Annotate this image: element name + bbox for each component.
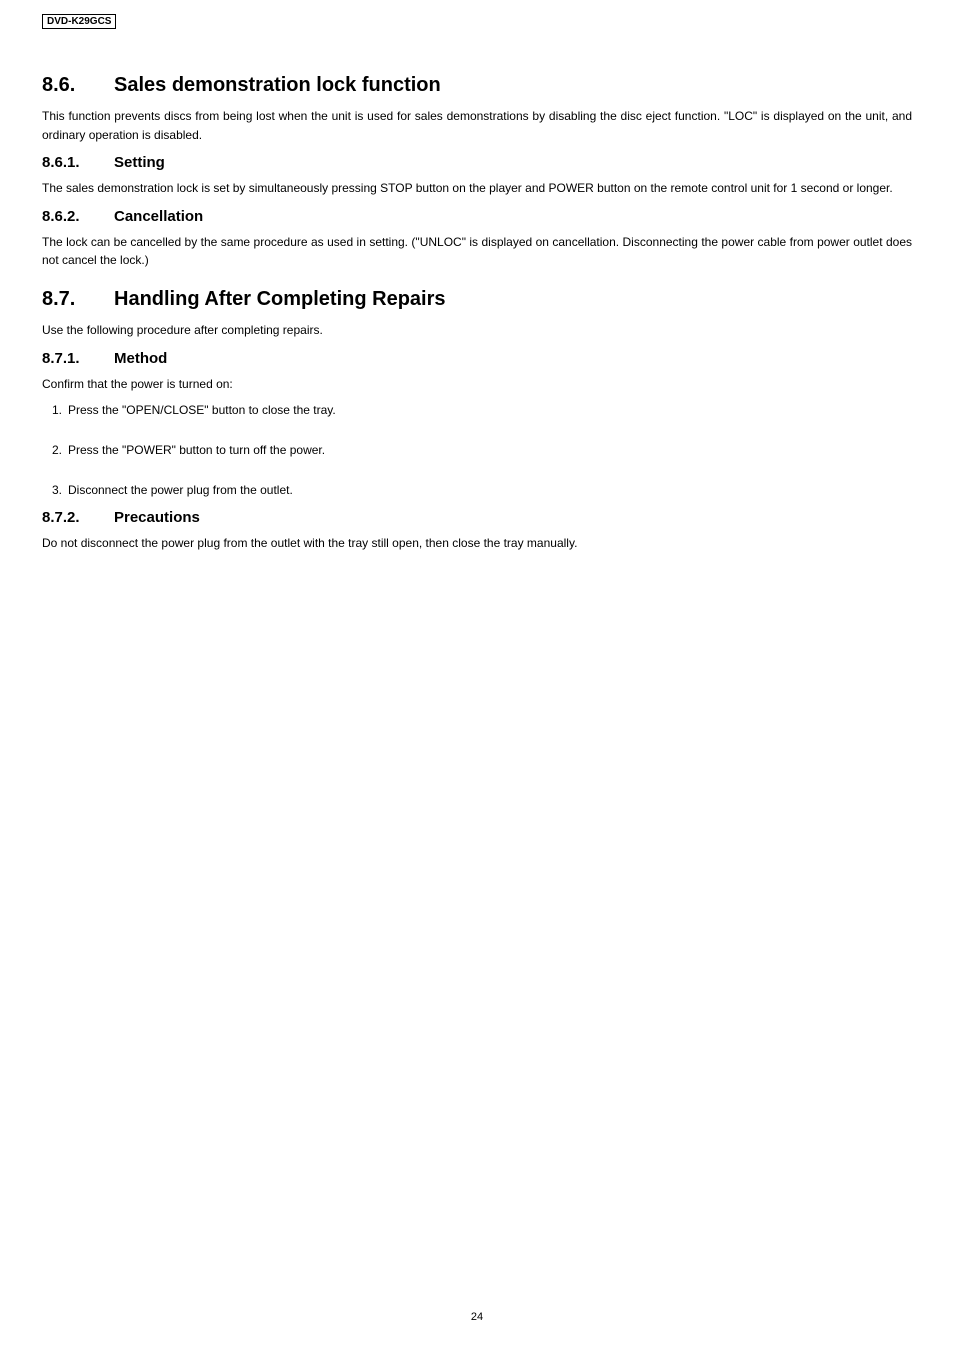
- list-text: Press the "OPEN/CLOSE" button to close t…: [68, 401, 336, 419]
- paragraph: Confirm that the power is turned on:: [42, 375, 912, 394]
- heading-8-7: 8.7. Handling After Completing Repairs: [42, 288, 912, 311]
- heading-number: 8.6.2.: [42, 208, 114, 225]
- list-item: 3. Disconnect the power plug from the ou…: [52, 481, 912, 499]
- heading-8-7-1: 8.7.1. Method: [42, 350, 912, 367]
- paragraph: This function prevents discs from being …: [42, 107, 912, 144]
- list-index: 2.: [52, 441, 68, 459]
- list-item: 1. Press the "OPEN/CLOSE" button to clos…: [52, 401, 912, 419]
- page-number: 24: [0, 1311, 954, 1323]
- heading-number: 8.7.2.: [42, 509, 114, 526]
- heading-title: Cancellation: [114, 208, 203, 225]
- heading-title: Setting: [114, 154, 165, 171]
- heading-title: Handling After Completing Repairs: [114, 288, 446, 311]
- heading-number: 8.7.1.: [42, 350, 114, 367]
- page: DVD-K29GCS 8.6. Sales demonstration lock…: [0, 0, 954, 1351]
- paragraph: The lock can be cancelled by the same pr…: [42, 233, 912, 270]
- list-index: 1.: [52, 401, 68, 419]
- heading-8-6: 8.6. Sales demonstration lock function: [42, 74, 912, 97]
- heading-title: Method: [114, 350, 167, 367]
- heading-number: 8.6.: [42, 74, 114, 97]
- heading-title: Precautions: [114, 509, 200, 526]
- heading-8-7-2: 8.7.2. Precautions: [42, 509, 912, 526]
- paragraph: Use the following procedure after comple…: [42, 321, 912, 340]
- model-tag: DVD-K29GCS: [42, 14, 116, 29]
- list-item: 2. Press the "POWER" button to turn off …: [52, 441, 912, 459]
- list-text: Disconnect the power plug from the outle…: [68, 481, 293, 499]
- content-area: 8.6. Sales demonstration lock function T…: [42, 60, 912, 559]
- paragraph: Do not disconnect the power plug from th…: [42, 534, 912, 553]
- heading-number: 8.7.: [42, 288, 114, 311]
- list-index: 3.: [52, 481, 68, 499]
- heading-title: Sales demonstration lock function: [114, 74, 441, 97]
- heading-8-6-2: 8.6.2. Cancellation: [42, 208, 912, 225]
- paragraph: The sales demonstration lock is set by s…: [42, 179, 912, 198]
- heading-8-6-1: 8.6.1. Setting: [42, 154, 912, 171]
- list-text: Press the "POWER" button to turn off the…: [68, 441, 325, 459]
- heading-number: 8.6.1.: [42, 154, 114, 171]
